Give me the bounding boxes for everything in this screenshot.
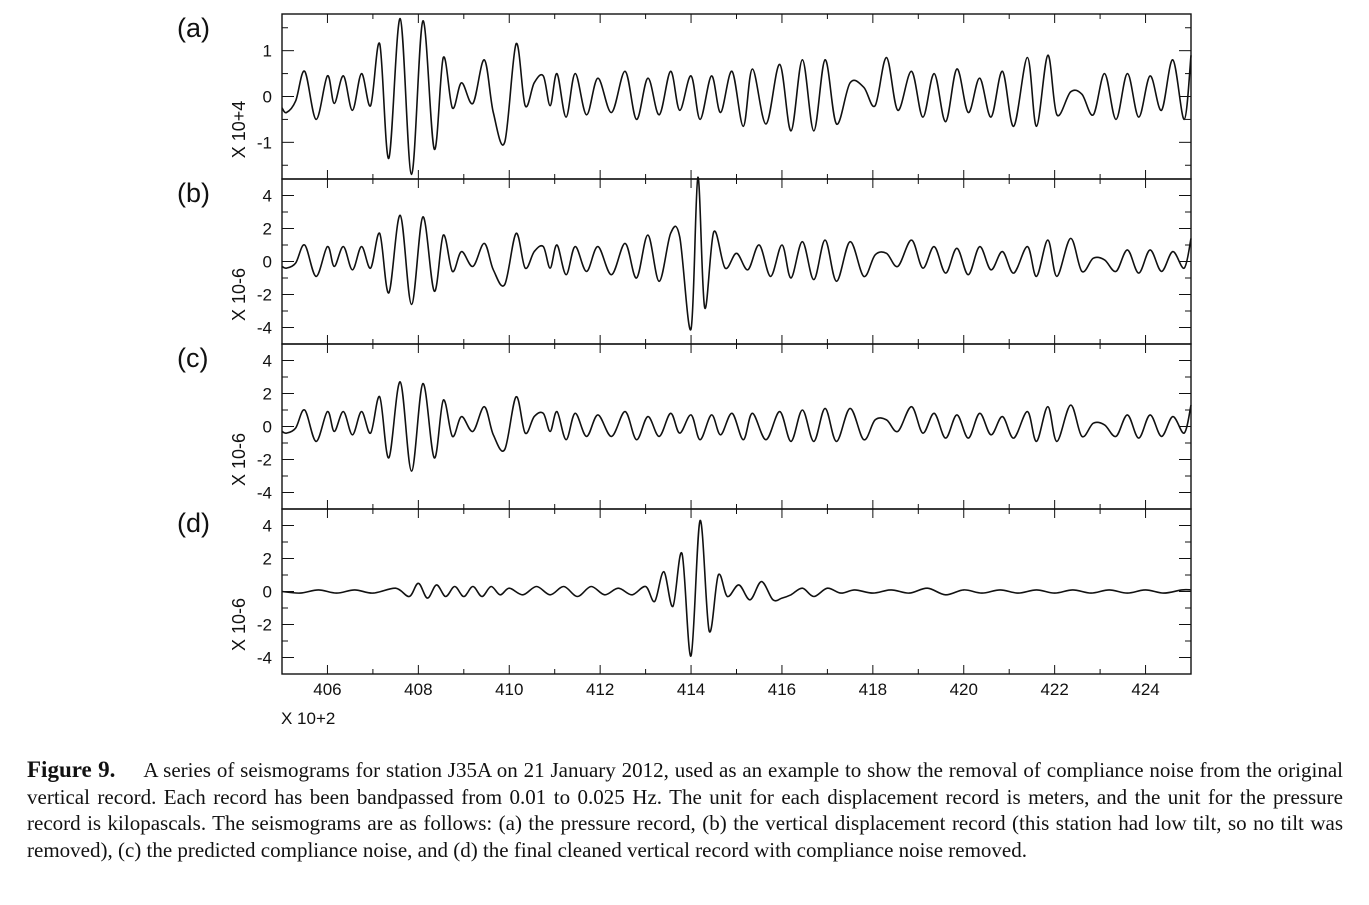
x-tick-label: 414 xyxy=(677,680,705,699)
y-scale-label: X 10-6 xyxy=(229,433,249,486)
panel-frame xyxy=(281,178,1192,345)
y-tick-label: 2 xyxy=(263,220,272,239)
y-tick-label: -4 xyxy=(257,484,272,503)
x-scale-label: X 10+2 xyxy=(281,709,335,728)
panel-label: (d) xyxy=(177,508,210,538)
y-tick-label: 0 xyxy=(263,583,272,602)
caption-label: Figure 9. xyxy=(27,757,116,782)
y-tick-label: 0 xyxy=(263,253,272,272)
seismogram-trace xyxy=(281,176,1192,331)
x-tick-label: 408 xyxy=(404,680,432,699)
y-tick-label: 4 xyxy=(263,517,272,536)
panel-label: (a) xyxy=(177,13,210,43)
y-tick-label: 4 xyxy=(263,187,272,206)
panel-frame xyxy=(281,508,1192,675)
y-tick-label: 0 xyxy=(263,418,272,437)
y-tick-label: -4 xyxy=(257,649,272,668)
x-tick-label: 422 xyxy=(1040,680,1068,699)
y-tick-label: 4 xyxy=(263,352,272,371)
x-tick-label: 418 xyxy=(859,680,887,699)
y-tick-label: -2 xyxy=(257,286,272,305)
x-tick-label: 412 xyxy=(586,680,614,699)
panel-label: (c) xyxy=(177,343,208,373)
seismogram-figure: -1 0 1 X 10+4 (a) -4 -2 0 2 4 X 10-6 (b) -4 -2 0 2 4 X 10… xyxy=(177,13,1192,728)
caption-text: A series of seismograms for station J35A… xyxy=(27,758,1343,862)
y-tick-label: 2 xyxy=(263,550,272,569)
seismogram-trace xyxy=(281,17,1192,176)
x-tick-label: 406 xyxy=(313,680,341,699)
x-tick-label: 416 xyxy=(768,680,796,699)
y-tick-label: 1 xyxy=(263,42,272,61)
panel-label: (b) xyxy=(177,178,210,208)
y-tick-label: -2 xyxy=(257,451,272,470)
y-tick-label: 0 xyxy=(263,88,272,107)
x-tick-label: 424 xyxy=(1131,680,1159,699)
seismogram-trace xyxy=(281,519,1192,657)
y-scale-label: X 10-6 xyxy=(229,598,249,651)
y-scale-label: X 10-6 xyxy=(229,268,249,321)
x-tick-label: 410 xyxy=(495,680,523,699)
y-tick-label: -2 xyxy=(257,616,272,635)
figure-caption: Figure 9. A series of seismograms for sta… xyxy=(27,757,1343,863)
panel-frame xyxy=(281,343,1192,510)
y-scale-label: X 10+4 xyxy=(229,101,249,159)
seismogram-trace xyxy=(281,381,1192,472)
y-tick-label: -4 xyxy=(257,319,272,338)
y-tick-label: -1 xyxy=(257,133,272,152)
x-tick-label: 420 xyxy=(950,680,978,699)
y-tick-label: 2 xyxy=(263,385,272,404)
